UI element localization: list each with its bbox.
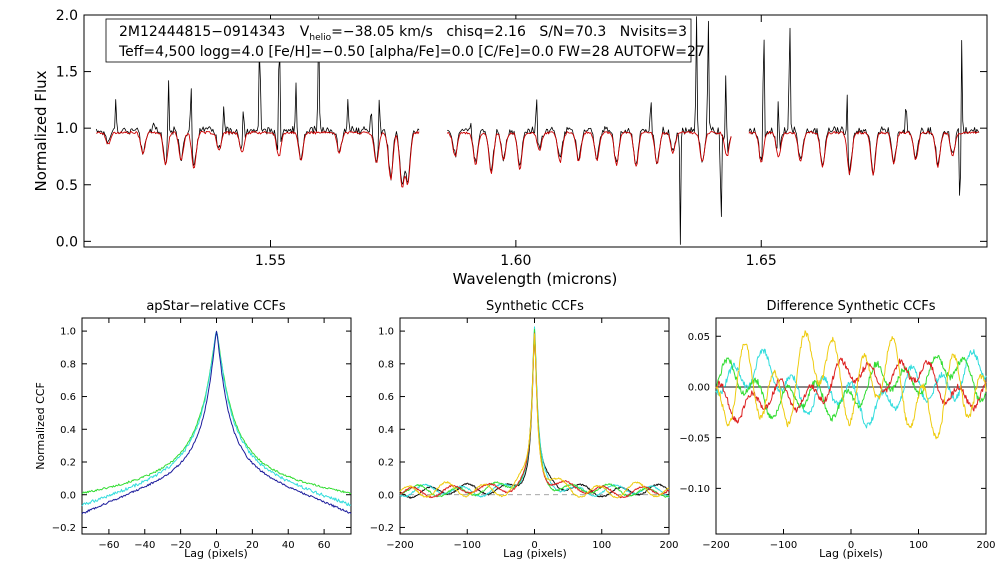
spectrum-info-box: 2M12444815−0914343 Vhelio=−38.05 km/s ch… — [105, 18, 705, 63]
x-tick-label: 1.60 — [500, 253, 531, 269]
x-tick-label: 1.65 — [746, 253, 777, 269]
x-tick-label: 40 — [282, 540, 295, 551]
ccf3-plot-frame — [715, 317, 987, 535]
x-tick-label: 0 — [848, 540, 854, 551]
ccf1-plot-frame — [81, 317, 352, 535]
y-tick-label: 0.5 — [56, 178, 78, 194]
y-tick-label: 0.4 — [378, 425, 394, 436]
chisq-value: chisq=2.16 — [446, 24, 526, 40]
vhelio-value: =−38.05 km/s — [331, 24, 433, 40]
ccf1-x-label: Lag (pixels) — [184, 547, 248, 560]
spectrum-axes: 1.55 1.60 1.65 0.0 0.5 1.0 1.5 2.0 — [56, 8, 987, 269]
info-box-frame — [105, 18, 692, 63]
ccf-panel-apstar: apStar−relative CCFs −60 −40 −20 0 20 40 60 −0.… — [34, 299, 352, 560]
ccf1-title: apStar−relative CCFs — [146, 299, 286, 314]
ccf2-axes: −200 −100 0 100 200 −0.2 0.0 0.2 0.4 0.6 0.8 1.0 — [370, 318, 679, 551]
y-tick-label: 2.0 — [56, 8, 78, 24]
model-spectrum-line — [446, 131, 732, 174]
model-spectrum-line — [96, 130, 420, 188]
ccf2-visit3-line — [399, 332, 670, 499]
x-tick-label: 1.55 — [255, 253, 286, 269]
y-tick-label: 0.0 — [56, 234, 78, 250]
y-tick-label: 1.5 — [56, 65, 78, 81]
x-tick-label: −200 — [702, 540, 729, 551]
y-tick-label: 0.8 — [378, 359, 394, 370]
ccf1-visit2-line — [81, 330, 352, 495]
y-tick-label: 0.05 — [688, 332, 710, 343]
ccf1-combined-line — [81, 330, 352, 515]
y-tick-label: 0.0 — [378, 490, 394, 501]
y-tick-label: −0.05 — [679, 433, 710, 444]
observed-spectrum-line — [748, 27, 980, 196]
y-tick-label: 0.6 — [60, 392, 76, 403]
ccf2-series — [399, 326, 670, 499]
ccf2-visit2-line — [399, 328, 670, 498]
x-tick-label: −100 — [770, 540, 797, 551]
x-tick-label: 200 — [659, 540, 678, 551]
y-tick-label: 0.2 — [60, 458, 76, 469]
info-box-line-2: Teff=4,500 logg=4.0 [Fe/H]=−0.50 [alpha/… — [118, 44, 705, 60]
spectrum-x-label: Wavelength (microns) — [453, 270, 618, 288]
ccf1-axes: −60 −40 −20 0 20 40 60 −0.2 0.0 0.2 0.4 0.6 0.8 1.0 — [52, 318, 351, 551]
ccf3-x-label: Lag (pixels) — [819, 547, 883, 560]
y-tick-label: 0.6 — [378, 392, 394, 403]
ccf1-y-label: Normalized CCF — [34, 382, 47, 470]
vhelio-subscript: helio — [309, 33, 331, 43]
spectrum-y-label: Normalized Flux — [32, 70, 50, 191]
info-box-line-1: 2M12444815−0914343 Vhelio=−38.05 km/s ch… — [119, 24, 687, 43]
ccf3-visit3-line — [715, 357, 987, 424]
x-tick-label: 60 — [318, 540, 331, 551]
ccf-panel-synthetic: Synthetic CCFs −200 −100 0 100 200 −0.2 0.0 0.2… — [370, 299, 679, 560]
ccf3-visit2-line — [715, 354, 987, 422]
y-tick-label: 0.0 — [60, 490, 76, 501]
x-tick-label: −100 — [454, 540, 481, 551]
ccf1-visit1-line — [81, 331, 352, 507]
y-tick-label: 1.0 — [56, 121, 78, 137]
spectrum-plot-frame — [83, 14, 988, 248]
ccf2-combined-line — [399, 332, 670, 499]
y-tick-label: −0.2 — [52, 523, 76, 534]
spectrum-series — [95, 16, 980, 245]
x-tick-label: −200 — [386, 540, 413, 551]
star-id: 2M12444815−0914343 — [119, 24, 285, 40]
x-tick-label: 100 — [592, 540, 611, 551]
vhelio-symbol: V — [300, 24, 310, 40]
x-tick-label: 20 — [246, 540, 259, 551]
ccf3-visit1-line — [715, 348, 987, 429]
x-tick-label: 0 — [531, 540, 537, 551]
y-tick-label: 1.0 — [378, 327, 394, 338]
y-tick-label: 1.0 — [60, 327, 76, 338]
y-tick-label: 0.8 — [60, 359, 76, 370]
observed-spectrum-line — [95, 16, 420, 185]
y-tick-label: 0.00 — [688, 383, 710, 394]
model-spectrum-line — [748, 130, 980, 176]
y-tick-label: −0.10 — [679, 484, 710, 495]
x-tick-label: −40 — [134, 540, 155, 551]
ccf3-series — [715, 330, 987, 440]
y-tick-label: 0.2 — [378, 458, 394, 469]
x-tick-label: 100 — [909, 540, 928, 551]
ccf3-axes: −200 −100 0 100 200 −0.10 −0.05 0.00 0.05 — [679, 318, 996, 551]
ccf2-x-label: Lag (pixels) — [503, 547, 567, 560]
x-tick-label: −20 — [170, 540, 191, 551]
x-tick-label: 0 — [213, 540, 219, 551]
spectrum-panel: 1.55 1.60 1.65 0.0 0.5 1.0 1.5 2.0 Wavelength (… — [32, 8, 988, 288]
ccf2-visit4-line — [399, 333, 670, 499]
x-tick-label: 200 — [976, 540, 995, 551]
nvisits-value: Nvisits=3 — [620, 24, 687, 40]
ccf2-visit1-line — [399, 326, 670, 498]
x-tick-label: −60 — [98, 540, 119, 551]
ccf3-title: Difference Synthetic CCFs — [766, 299, 935, 314]
y-tick-label: −0.2 — [370, 523, 394, 534]
ccf-panel-difference: Difference Synthetic CCFs −200 −100 0 100 20… — [679, 299, 995, 560]
ccf3-visit4-line — [715, 330, 987, 440]
ccf2-title: Synthetic CCFs — [486, 299, 584, 314]
snr-value: S/N=70.3 — [539, 24, 606, 40]
y-tick-label: 0.4 — [60, 425, 76, 436]
ccf1-series — [81, 330, 352, 515]
ccf2-plot-frame — [399, 317, 670, 535]
